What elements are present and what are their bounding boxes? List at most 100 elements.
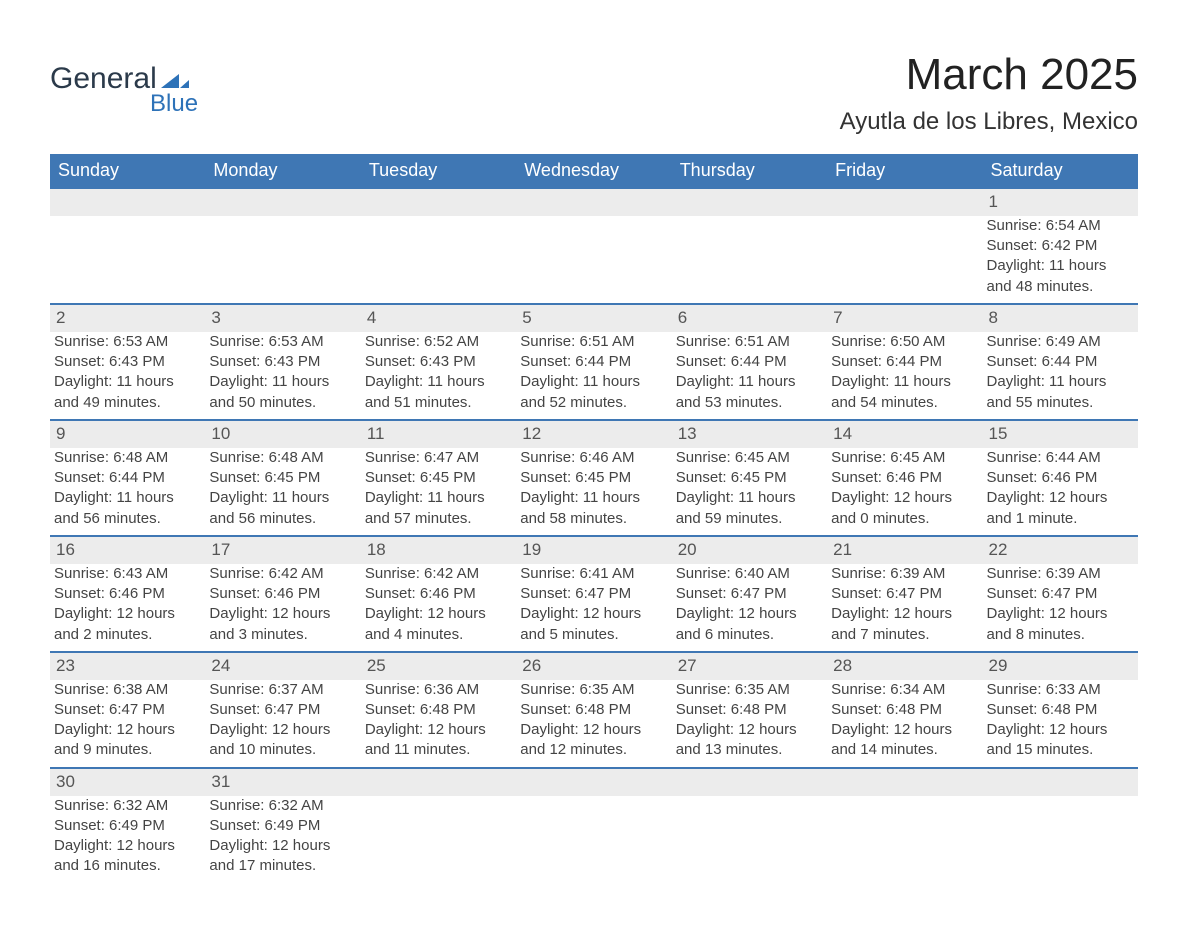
sunrise-text: Sunrise: 6:32 AM (209, 796, 356, 816)
sunset-text: Sunset: 6:44 PM (54, 468, 201, 488)
day-number: 20 (672, 536, 827, 564)
day-number: 5 (516, 304, 671, 332)
day-number: 11 (361, 420, 516, 448)
sunset-text: Sunset: 6:48 PM (365, 700, 512, 720)
sunset-text: Sunset: 6:47 PM (987, 584, 1134, 604)
day-number: 24 (205, 652, 360, 680)
daylight-text: Daylight: 11 hours and 56 minutes. (209, 488, 356, 529)
day-number: 17 (205, 536, 360, 564)
sunrise-text: Sunrise: 6:42 AM (365, 564, 512, 584)
day-info: Sunrise: 6:32 AMSunset: 6:49 PMDaylight:… (205, 796, 360, 883)
day-info: Sunrise: 6:53 AMSunset: 6:43 PMDaylight:… (50, 332, 205, 420)
sunset-text: Sunset: 6:47 PM (209, 700, 356, 720)
sunrise-text: Sunrise: 6:45 AM (676, 448, 823, 468)
daylight-text: Daylight: 12 hours and 11 minutes. (365, 720, 512, 761)
day-header-row: Sunday Monday Tuesday Wednesday Thursday… (50, 154, 1138, 188)
day-info: Sunrise: 6:34 AMSunset: 6:48 PMDaylight:… (827, 680, 982, 768)
sunrise-text: Sunrise: 6:34 AM (831, 680, 978, 700)
sunrise-text: Sunrise: 6:45 AM (831, 448, 978, 468)
daylight-text: Daylight: 12 hours and 0 minutes. (831, 488, 978, 529)
sunset-text: Sunset: 6:46 PM (54, 584, 201, 604)
day-info (361, 796, 516, 883)
daylight-text: Daylight: 12 hours and 14 minutes. (831, 720, 978, 761)
sunset-text: Sunset: 6:44 PM (676, 352, 823, 372)
sunset-text: Sunset: 6:46 PM (209, 584, 356, 604)
day-info (516, 796, 671, 883)
day-number: 4 (361, 304, 516, 332)
day-info: Sunrise: 6:49 AMSunset: 6:44 PMDaylight:… (983, 332, 1138, 420)
day-number: 26 (516, 652, 671, 680)
week-daynum-row: 1 (50, 188, 1138, 216)
sunset-text: Sunset: 6:42 PM (987, 236, 1134, 256)
day-number: 21 (827, 536, 982, 564)
sunrise-text: Sunrise: 6:50 AM (831, 332, 978, 352)
day-number: 30 (50, 768, 205, 796)
sunrise-text: Sunrise: 6:36 AM (365, 680, 512, 700)
day-info: Sunrise: 6:39 AMSunset: 6:47 PMDaylight:… (983, 564, 1138, 652)
day-info: Sunrise: 6:40 AMSunset: 6:47 PMDaylight:… (672, 564, 827, 652)
sunrise-text: Sunrise: 6:35 AM (520, 680, 667, 700)
day-number: 27 (672, 652, 827, 680)
sunset-text: Sunset: 6:49 PM (54, 816, 201, 836)
location-subtitle: Ayutla de los Libres, Mexico (840, 108, 1138, 136)
sunset-text: Sunset: 6:45 PM (520, 468, 667, 488)
day-info (983, 796, 1138, 883)
day-info: Sunrise: 6:45 AMSunset: 6:45 PMDaylight:… (672, 448, 827, 536)
day-info: Sunrise: 6:51 AMSunset: 6:44 PMDaylight:… (672, 332, 827, 420)
sunset-text: Sunset: 6:47 PM (520, 584, 667, 604)
day-info: Sunrise: 6:33 AMSunset: 6:48 PMDaylight:… (983, 680, 1138, 768)
sunrise-text: Sunrise: 6:54 AM (987, 216, 1134, 236)
day-number (827, 768, 982, 796)
sunset-text: Sunset: 6:47 PM (831, 584, 978, 604)
daylight-text: Daylight: 12 hours and 13 minutes. (676, 720, 823, 761)
sunset-text: Sunset: 6:44 PM (831, 352, 978, 372)
week-daynum-row: 23242526272829 (50, 652, 1138, 680)
week-info-row: Sunrise: 6:54 AMSunset: 6:42 PMDaylight:… (50, 216, 1138, 304)
sunrise-text: Sunrise: 6:44 AM (987, 448, 1134, 468)
sunrise-text: Sunrise: 6:41 AM (520, 564, 667, 584)
day-info: Sunrise: 6:42 AMSunset: 6:46 PMDaylight:… (361, 564, 516, 652)
day-info: Sunrise: 6:36 AMSunset: 6:48 PMDaylight:… (361, 680, 516, 768)
daylight-text: Daylight: 12 hours and 6 minutes. (676, 604, 823, 645)
day-number: 8 (983, 304, 1138, 332)
week-daynum-row: 2345678 (50, 304, 1138, 332)
daylight-text: Daylight: 12 hours and 10 minutes. (209, 720, 356, 761)
daylight-text: Daylight: 12 hours and 2 minutes. (54, 604, 201, 645)
day-info: Sunrise: 6:54 AMSunset: 6:42 PMDaylight:… (983, 216, 1138, 304)
day-info: Sunrise: 6:35 AMSunset: 6:48 PMDaylight:… (516, 680, 671, 768)
logo-text-2: Blue (150, 90, 198, 118)
day-number: 2 (50, 304, 205, 332)
day-number: 1 (983, 188, 1138, 216)
day-number: 16 (50, 536, 205, 564)
daylight-text: Daylight: 11 hours and 50 minutes. (209, 372, 356, 413)
sunset-text: Sunset: 6:47 PM (54, 700, 201, 720)
sunrise-text: Sunrise: 6:33 AM (987, 680, 1134, 700)
day-number: 28 (827, 652, 982, 680)
day-header: Monday (205, 154, 360, 188)
sunset-text: Sunset: 6:47 PM (676, 584, 823, 604)
sunrise-text: Sunrise: 6:51 AM (520, 332, 667, 352)
daylight-text: Daylight: 11 hours and 55 minutes. (987, 372, 1134, 413)
daylight-text: Daylight: 11 hours and 49 minutes. (54, 372, 201, 413)
day-info: Sunrise: 6:44 AMSunset: 6:46 PMDaylight:… (983, 448, 1138, 536)
sunset-text: Sunset: 6:44 PM (987, 352, 1134, 372)
day-number (50, 188, 205, 216)
page-title: March 2025 (840, 50, 1138, 100)
day-number: 13 (672, 420, 827, 448)
sunset-text: Sunset: 6:43 PM (209, 352, 356, 372)
day-number: 6 (672, 304, 827, 332)
day-header: Friday (827, 154, 982, 188)
daylight-text: Daylight: 12 hours and 8 minutes. (987, 604, 1134, 645)
day-info (827, 216, 982, 304)
day-info: Sunrise: 6:48 AMSunset: 6:45 PMDaylight:… (205, 448, 360, 536)
day-number: 15 (983, 420, 1138, 448)
sunset-text: Sunset: 6:46 PM (987, 468, 1134, 488)
week-info-row: Sunrise: 6:48 AMSunset: 6:44 PMDaylight:… (50, 448, 1138, 536)
sunrise-text: Sunrise: 6:43 AM (54, 564, 201, 584)
week-daynum-row: 9101112131415 (50, 420, 1138, 448)
day-header: Wednesday (516, 154, 671, 188)
sunset-text: Sunset: 6:43 PM (54, 352, 201, 372)
day-info (361, 216, 516, 304)
logo-text-1: General (50, 62, 157, 96)
day-number: 25 (361, 652, 516, 680)
